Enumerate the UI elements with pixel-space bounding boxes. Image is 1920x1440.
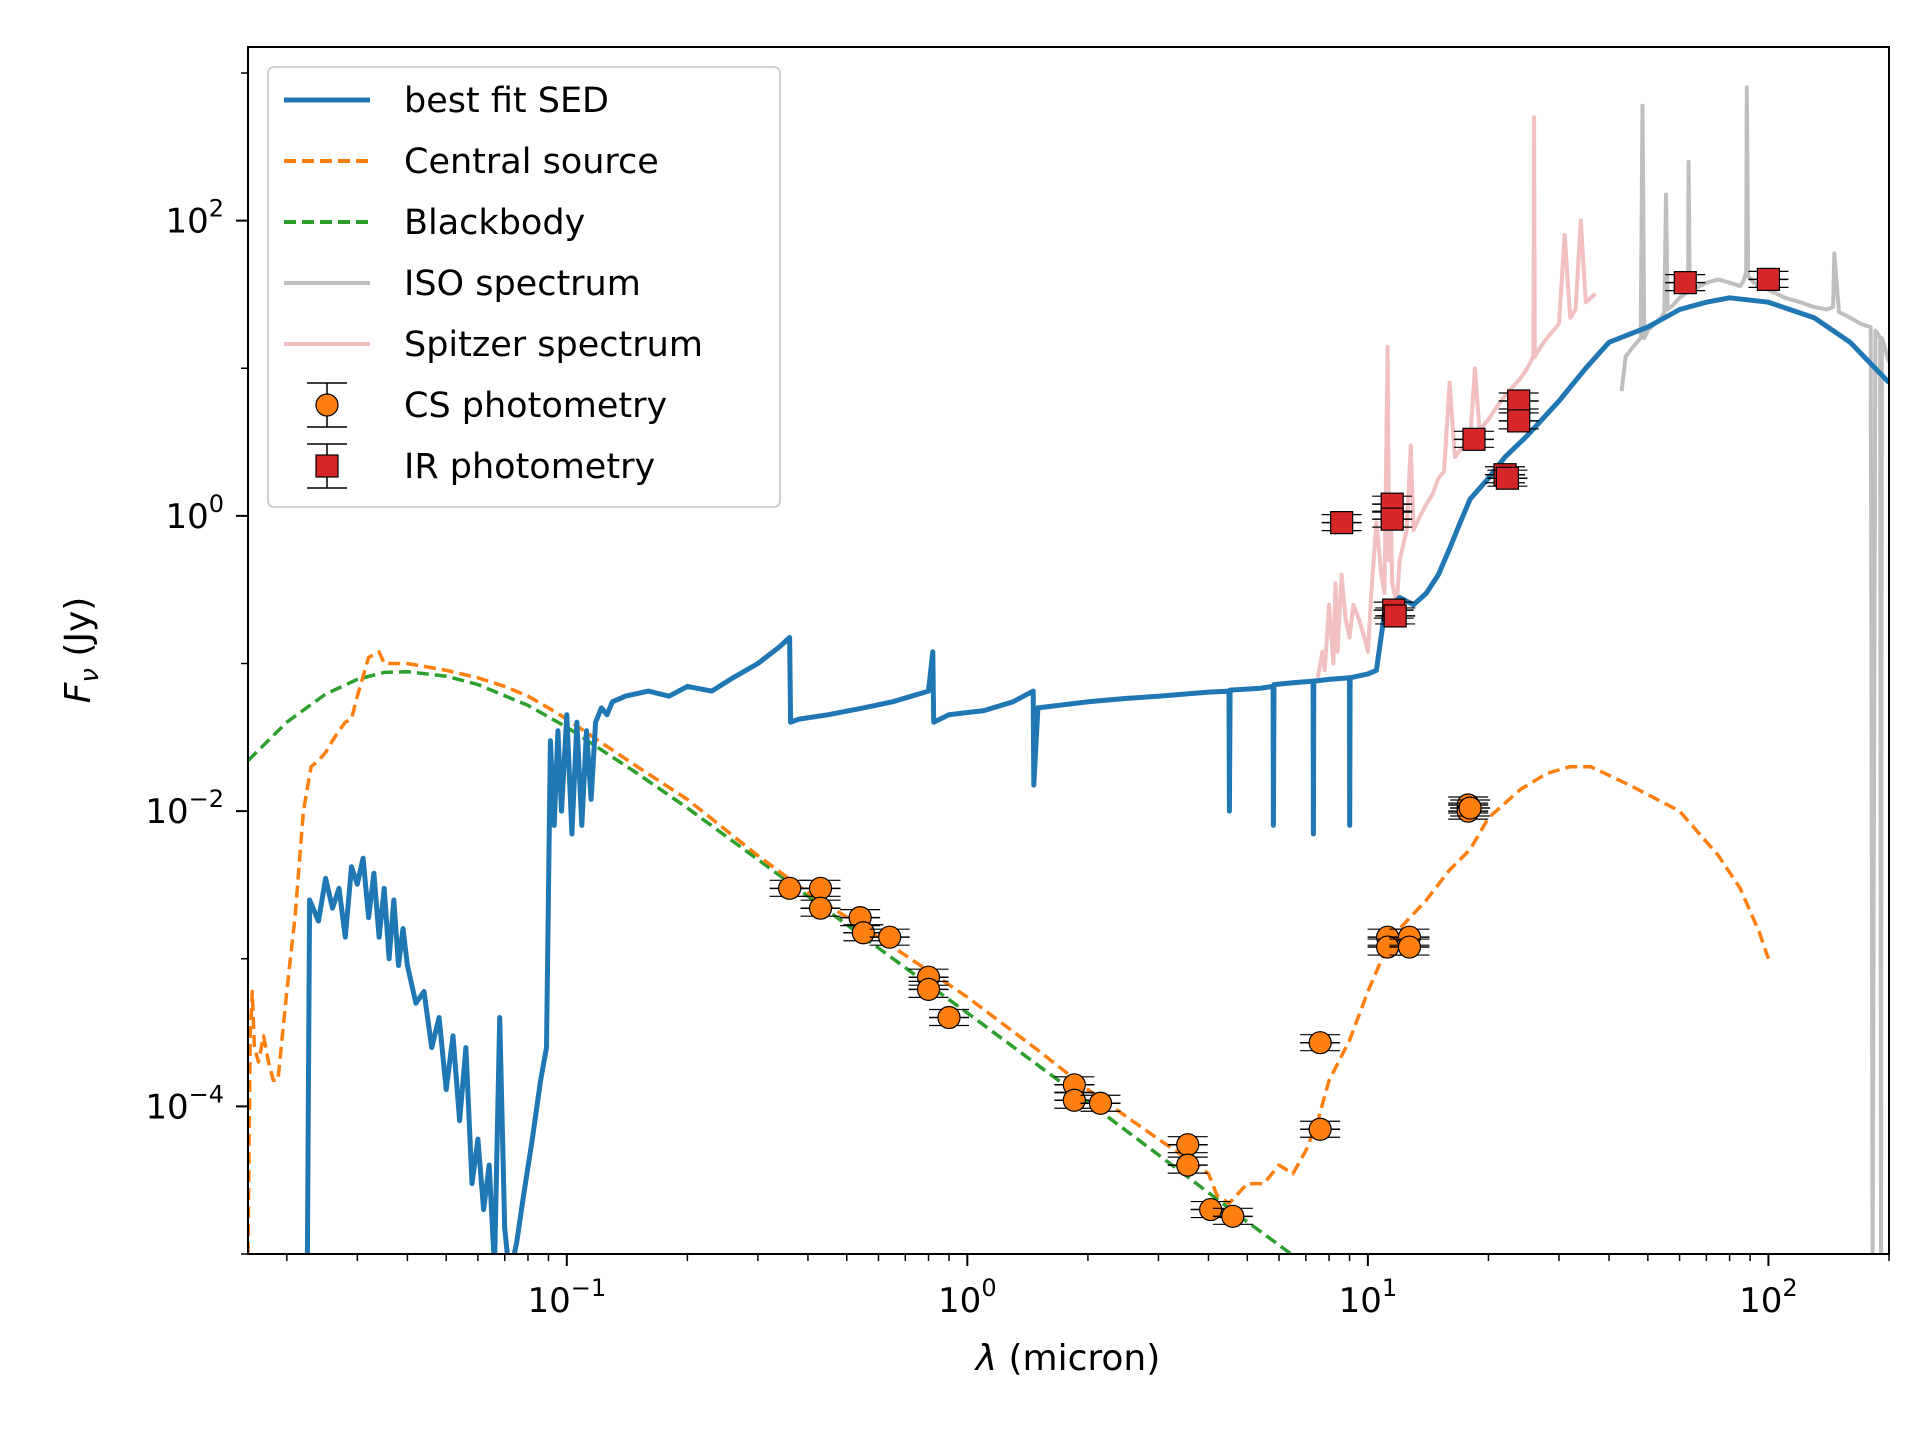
iso-series-line: [1619, 85, 1889, 1254]
spitzer-series-line: [1315, 115, 1597, 679]
ir-photometry-point: [1507, 409, 1531, 433]
x-axis-label: λ (micron): [974, 1338, 1161, 1379]
legend-item-ir: IR photometry: [307, 443, 655, 489]
legend-label-central: Central source: [404, 142, 659, 182]
legend-item-cs: CS photometry: [307, 382, 667, 428]
y-tick-base: 10: [145, 1087, 188, 1127]
cs-photometry-point: [808, 896, 833, 920]
y-axis-subscript: ν: [75, 668, 105, 683]
y-tick-exp: 0: [209, 490, 224, 518]
legend: best fit SED Central source Blackbody ISO s…: [267, 66, 781, 508]
ir-photometry-point: [1330, 511, 1354, 535]
legend-label-best_fit: best fit SED: [404, 81, 609, 121]
y-tick-base: 10: [165, 497, 208, 537]
cs-photometry-point: [1176, 1133, 1200, 1157]
cs-photometry-point: [1062, 1088, 1086, 1112]
x-tick-base: 10: [1739, 1281, 1782, 1321]
ir-photometry-point: [1673, 271, 1697, 295]
legend-label-cs: CS photometry: [404, 386, 667, 426]
x-axis-symbol: λ: [974, 1338, 997, 1379]
x-tick-base: 10: [527, 1281, 570, 1321]
cs-photometry-point: [778, 876, 802, 900]
cs-photometry-point: [1176, 1153, 1200, 1177]
legend-item-blackbody: Blackbody: [284, 203, 585, 243]
y-tick-exp: −2: [189, 785, 224, 813]
legend-label-ir: IR photometry: [404, 447, 655, 487]
central-series-line: [248, 650, 1771, 1254]
y-tick-label: 10−4: [145, 1080, 224, 1127]
y-tick-base: 10: [145, 792, 188, 832]
x-tick-exp: 2: [1782, 1274, 1797, 1302]
cs-photometry-point: [1308, 1031, 1332, 1055]
ir-photometry-point: [1756, 267, 1781, 291]
x-tick-base: 10: [938, 1281, 981, 1321]
y-axis-symbol: F: [58, 681, 99, 703]
ir-photometry-point: [1383, 604, 1407, 628]
cs-photometry-point: [937, 1005, 961, 1030]
x-tick-base: 10: [1339, 1281, 1382, 1321]
y-tick-label: 100: [165, 490, 224, 537]
y-tick-exp: −4: [189, 1080, 224, 1108]
x-tick-label: 101: [1339, 1274, 1398, 1321]
cs-photometry-point: [1458, 796, 1482, 820]
legend-box: [267, 66, 781, 508]
cs-photometry-point: [1308, 1117, 1332, 1141]
legend-marker-cs: [315, 393, 339, 417]
x-axis-label-text: (micron): [997, 1338, 1160, 1379]
y-tick-label: 10−2: [145, 785, 224, 832]
cs-photometry-point: [916, 977, 941, 1001]
legend-marker-ir: [315, 454, 339, 478]
x-tick-label: 102: [1739, 1274, 1798, 1321]
plot-frame: [247, 46, 1890, 1255]
x-tick-exp: 1: [1382, 1274, 1397, 1302]
blackbody-series-line: [248, 669, 1294, 1254]
x-tick-label: 100: [938, 1274, 997, 1321]
ir-photometry-point: [1462, 427, 1486, 451]
photometry-layer: [769, 267, 1789, 1228]
cs-photometry-point: [851, 921, 875, 945]
y-axis-label: Fν (Jy): [58, 597, 105, 704]
cs-photometry-point: [808, 876, 833, 900]
y-tick-label: 102: [165, 195, 224, 242]
y-tick-exp: 2: [209, 195, 224, 223]
cs-photometry-point: [1199, 1197, 1223, 1222]
legend-label-blackbody: Blackbody: [404, 203, 585, 243]
legend-item-spitzer: Spitzer spectrum: [284, 325, 703, 365]
cs-photometry-point: [1088, 1091, 1113, 1115]
cs-photometry-point: [1397, 935, 1422, 959]
ir-photometry-point: [1507, 389, 1531, 413]
y-axis-label-text: (Jy): [58, 597, 99, 668]
legend-item-central: Central source: [284, 142, 659, 182]
cs-photometry-point: [878, 925, 902, 949]
x-tick-label: 10−1: [527, 1274, 606, 1321]
legend-label-iso: ISO spectrum: [404, 264, 641, 304]
y-tick-base: 10: [165, 202, 208, 242]
cs-photometry-point: [1221, 1204, 1245, 1228]
ir-photometry-point: [1495, 466, 1519, 490]
x-tick-exp: 0: [981, 1274, 996, 1302]
legend-label-spitzer: Spitzer spectrum: [404, 325, 703, 365]
x-tick-exp: −1: [571, 1274, 606, 1302]
ir-photometry-point: [1380, 507, 1404, 531]
legend-item-best_fit: best fit SED: [284, 81, 609, 121]
legend-item-iso: ISO spectrum: [284, 264, 641, 304]
